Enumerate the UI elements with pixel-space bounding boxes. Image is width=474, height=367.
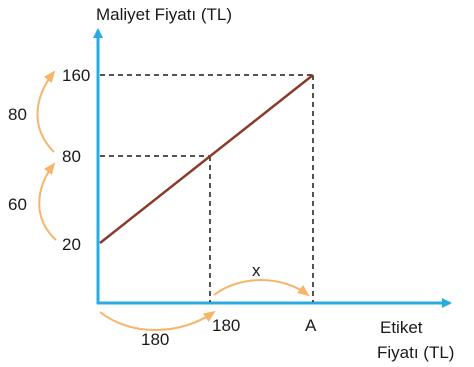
y-tick-160: 160 — [62, 66, 90, 85]
arrow-y-lower — [38, 162, 57, 241]
x-tick-180: 180 — [212, 316, 240, 335]
y-axis-title: Maliyet Fiyatı (TL) — [96, 5, 232, 24]
y-tick-20: 20 — [62, 235, 81, 254]
arrow-x-second — [213, 279, 310, 297]
arrow-y-upper — [36, 70, 56, 153]
x-axis-title-line2: Fiyatı (TL) — [377, 343, 454, 362]
step-label-y-lower: 60 — [8, 195, 27, 214]
step-label-x-second: x — [252, 261, 261, 280]
series-line — [99, 74, 314, 244]
step-label-x-first: 180 — [141, 330, 169, 349]
x-tick-A: A — [305, 316, 317, 335]
y-tick-80: 80 — [62, 147, 81, 166]
step-label-y-upper: 80 — [8, 105, 27, 124]
x-axis-title-line1: Etiket — [380, 318, 423, 337]
arrow-x-first — [99, 310, 216, 331]
